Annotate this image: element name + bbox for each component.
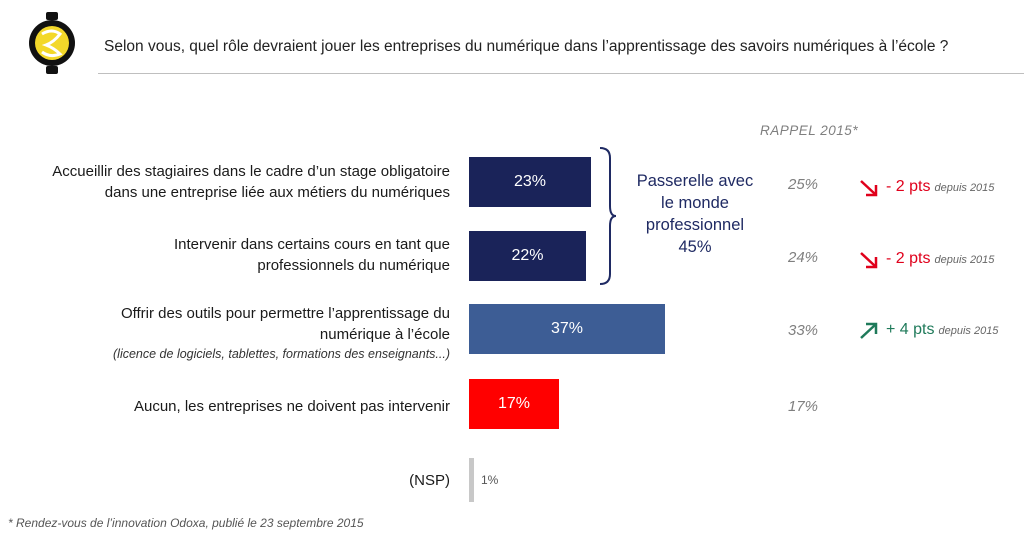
row-label-intervenir: Intervenir dans certains cours en tant q…: [174, 234, 450, 276]
header-divider: [98, 73, 1024, 74]
bar-value-label: 37%: [550, 320, 584, 337]
survey-question: Selon vous, quel rôle devraient jouer le…: [104, 38, 949, 55]
row-label-line: Accueillir des stagiaires dans le cadre …: [52, 163, 450, 180]
row-label-note: (licence de logiciels, tablettes, format…: [113, 347, 450, 361]
bar-value-label: 22%: [511, 247, 544, 264]
rappel-value-stagiaires: 25%: [788, 176, 819, 193]
row-label-line: Offrir des outils pour permettre l’appre…: [120, 305, 450, 322]
rappel-2015-header: RAPPEL 2015*: [760, 123, 859, 138]
row-label-line: Aucun, les entreprises ne doivent pas in…: [133, 398, 450, 415]
bracket-total: 45%: [678, 238, 712, 256]
arrow-down-right-icon: [860, 180, 878, 197]
bracket-line: le monde: [661, 194, 729, 212]
bar-nsp: [469, 458, 474, 502]
trend-points: + 4 pts: [886, 321, 935, 338]
bar-nsp-value-label: 1%: [481, 473, 499, 487]
trend-points: - 2 pts: [886, 250, 931, 267]
row-label-nsp: (NSP): [409, 470, 450, 491]
row-label-line: Intervenir dans certains cours en tant q…: [174, 236, 450, 253]
rappel-value-outils: 33%: [788, 322, 819, 339]
footnote: * Rendez-vous de l’innovation Odoxa, pub…: [8, 516, 364, 530]
trend-since: depuis 2015: [934, 254, 995, 266]
rappel-value-intervenir: 24%: [788, 249, 819, 266]
row-label-line: professionnels du numérique: [257, 257, 450, 274]
bar-intervenir: 22%: [469, 231, 586, 281]
bracket-shape: [599, 147, 617, 285]
arrow-down-right-icon: [860, 252, 878, 269]
trend-intervenir: - 2 pts depuis 2015: [858, 250, 994, 270]
row-label-line: dans une entreprise liée aux métiers du …: [104, 184, 450, 201]
row-label-line: numérique à l’école: [319, 326, 450, 343]
rappel-value-aucun: 17%: [788, 398, 819, 415]
odoxa-logo: [29, 12, 75, 74]
row-label-line: (NSP): [409, 472, 450, 489]
bar-stagiaires: 23%: [469, 157, 591, 207]
bar-aucun: 17%: [469, 379, 559, 429]
bar-value-label: 17%: [497, 395, 531, 412]
bar-outils: 37%: [469, 304, 665, 354]
bracket-line: professionnel: [645, 216, 745, 234]
trend-stagiaires: - 2 pts depuis 2015: [858, 178, 994, 198]
row-label-outils: Offrir des outils pour permettre l’appre…: [113, 303, 450, 363]
trend-outils: + 4 pts depuis 2015: [858, 321, 998, 341]
row-label-aucun: Aucun, les entreprises ne doivent pas in…: [134, 396, 450, 417]
trend-since: depuis 2015: [938, 325, 999, 337]
bracket-line: Passerelle avec: [636, 172, 754, 190]
row-label-stagiaires: Accueillir des stagiaires dans le cadre …: [52, 161, 450, 203]
arrow-up-right-icon: [860, 322, 878, 339]
bar-value-label: 23%: [513, 173, 547, 190]
trend-points: - 2 pts: [886, 178, 931, 195]
trend-since: depuis 2015: [934, 182, 995, 194]
bracket-label: Passerelle avec le monde professionnel 4…: [625, 170, 765, 258]
